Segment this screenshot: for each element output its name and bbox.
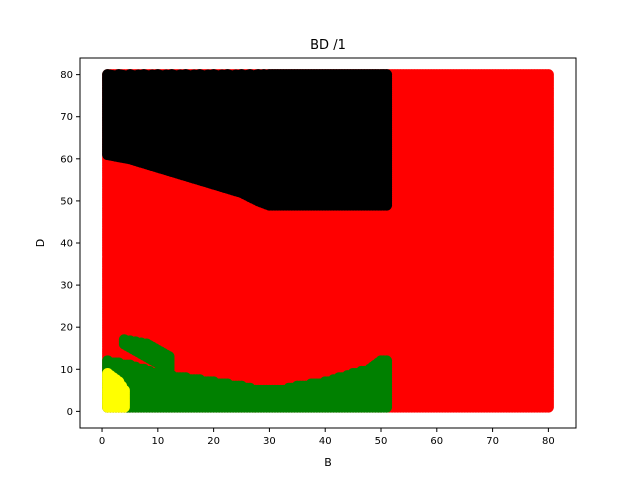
chart-title: BD /1 xyxy=(310,38,346,53)
plot-area xyxy=(102,69,554,413)
